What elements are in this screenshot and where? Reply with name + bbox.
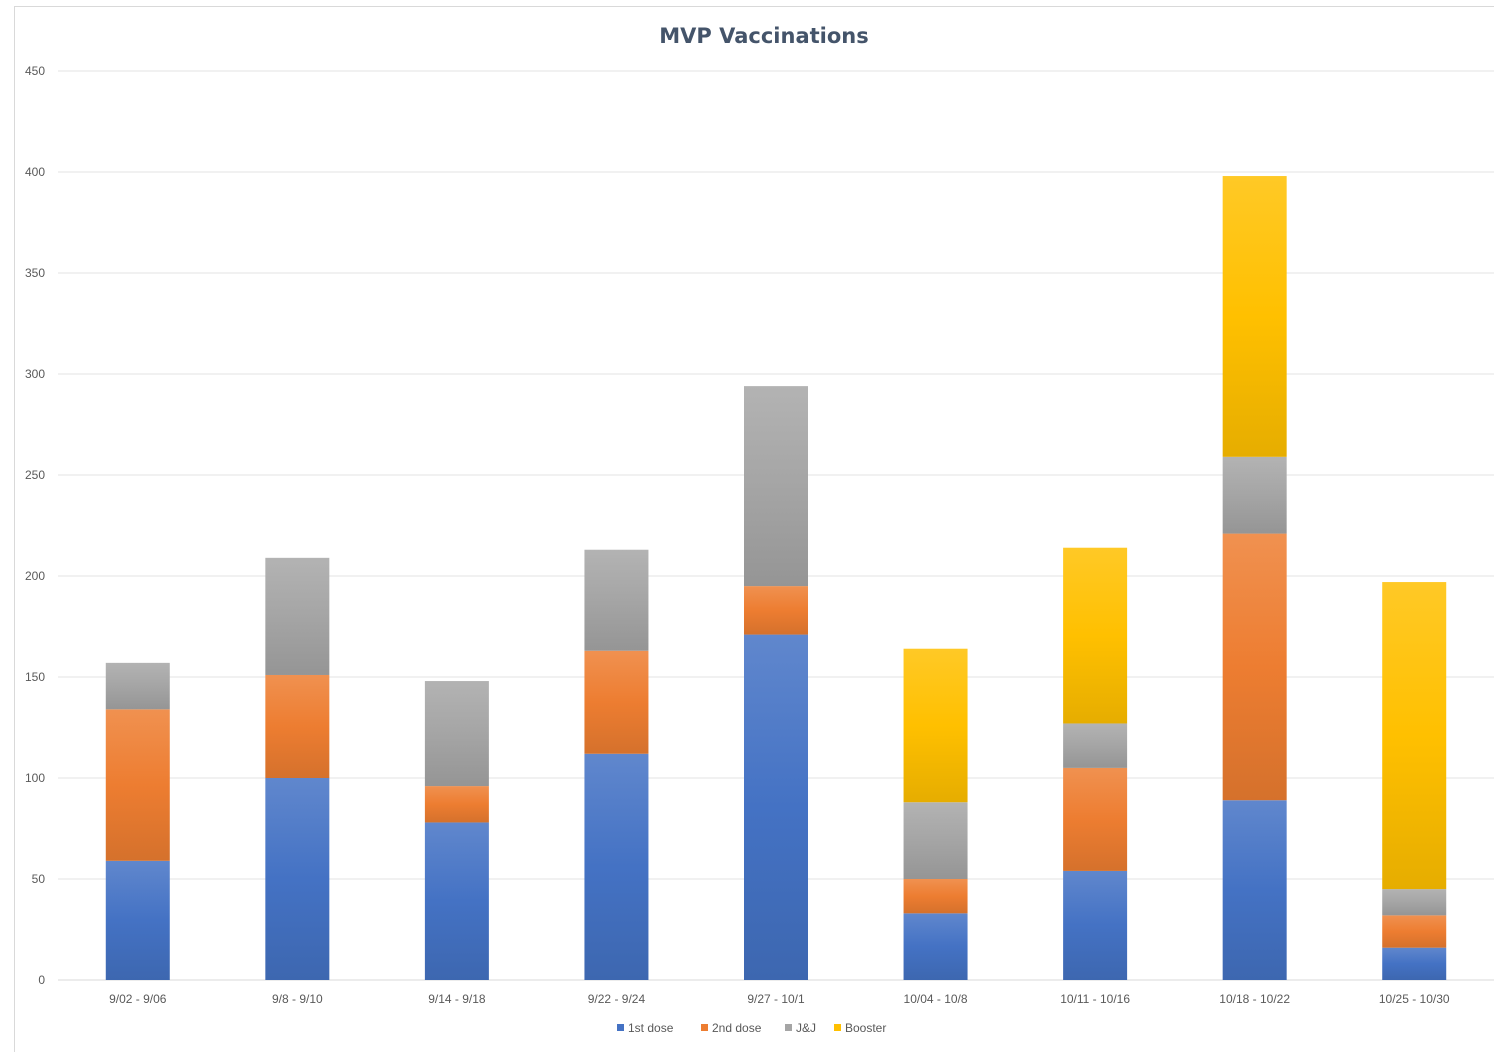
chart-title: MVP Vaccinations	[659, 24, 868, 48]
bar-segment-2nd-dose	[105, 709, 170, 861]
bar-segment-1st-dose	[265, 778, 330, 980]
y-tick-label: 50	[32, 872, 46, 886]
bar-segment-1st-dose	[584, 753, 649, 980]
y-axis-ticks: 0 50 100 150 200 250 300 350 400 450	[25, 64, 45, 987]
bar-segment-2nd-dose	[265, 674, 330, 778]
y-tick-label: 450	[25, 64, 45, 78]
y-tick-label: 300	[25, 367, 45, 381]
bars	[105, 176, 1447, 980]
x-tick-label: 9/8 - 9/10	[272, 992, 323, 1006]
bar-segment-2nd-dose	[1382, 915, 1447, 948]
x-tick-label: 10/11 - 10/16	[1060, 992, 1130, 1006]
bar-segment-j-j	[265, 557, 330, 675]
bar-segment-j-j	[744, 386, 808, 587]
legend-label: 1st dose	[628, 1021, 674, 1035]
y-tick-label: 100	[25, 771, 45, 785]
bar-segment-booster	[1382, 582, 1447, 890]
bar-segment-2nd-dose	[1063, 767, 1128, 871]
bar-segment-j-j	[424, 681, 489, 787]
y-tick-label: 400	[25, 165, 45, 179]
bar-segment-j-j	[105, 662, 170, 710]
x-tick-label: 9/14 - 9/18	[428, 992, 486, 1006]
bar-segment-2nd-dose	[584, 650, 649, 754]
y-tick-label: 250	[25, 468, 45, 482]
x-tick-label: 9/02 - 9/06	[109, 992, 167, 1006]
y-tick-label: 200	[25, 569, 45, 583]
legend: 1st dose 2nd dose J&J Booster	[617, 1021, 886, 1035]
bar-segment-1st-dose	[903, 913, 968, 980]
bar-segment-j-j	[1382, 889, 1447, 916]
legend-label: 2nd dose	[712, 1021, 762, 1035]
bar-segment-booster	[903, 648, 968, 803]
bar-segment-2nd-dose	[1222, 533, 1287, 801]
bar-segment-2nd-dose	[744, 586, 808, 635]
x-axis-ticks: 9/02 - 9/06 9/8 - 9/10 9/14 - 9/18 9/22 - 9…	[109, 992, 1450, 1006]
legend-item: 2nd dose	[701, 1021, 762, 1035]
y-tick-label: 0	[38, 973, 45, 987]
bar-segment-1st-dose	[105, 860, 170, 980]
bar-segment-1st-dose	[1063, 870, 1128, 980]
bar-segment-2nd-dose	[424, 786, 489, 823]
x-tick-label: 10/18 - 10/22	[1219, 992, 1290, 1006]
legend-swatch	[701, 1024, 708, 1031]
bar-segment-2nd-dose	[903, 879, 968, 914]
bar-segment-1st-dose	[744, 634, 808, 980]
x-tick-label: 10/04 - 10/8	[904, 992, 968, 1006]
bar-segment-j-j	[903, 802, 968, 879]
bar-segment-1st-dose	[1222, 800, 1287, 980]
legend-swatch	[834, 1024, 841, 1031]
bar-segment-1st-dose	[1382, 947, 1447, 980]
bar-segment-j-j	[1222, 456, 1287, 534]
chart-frame	[14, 6, 1494, 1052]
legend-swatch	[785, 1024, 792, 1031]
legend-swatch	[617, 1024, 624, 1031]
bar-segment-booster	[1063, 547, 1128, 724]
bar-segment-j-j	[1063, 723, 1128, 768]
x-tick-label: 9/22 - 9/24	[588, 992, 646, 1006]
legend-item: J&J	[785, 1021, 816, 1035]
legend-item: 1st dose	[617, 1021, 674, 1035]
legend-label: Booster	[845, 1021, 886, 1035]
legend-label: J&J	[796, 1021, 816, 1035]
y-tick-label: 350	[25, 266, 45, 280]
x-tick-label: 10/25 - 10/30	[1379, 992, 1450, 1006]
bar-segment-booster	[1222, 176, 1287, 457]
bar-segment-1st-dose	[424, 822, 489, 980]
bar-segment-j-j	[584, 549, 649, 651]
legend-item: Booster	[834, 1021, 886, 1035]
y-tick-label: 150	[25, 670, 45, 684]
x-tick-label: 9/27 - 10/1	[747, 992, 805, 1006]
